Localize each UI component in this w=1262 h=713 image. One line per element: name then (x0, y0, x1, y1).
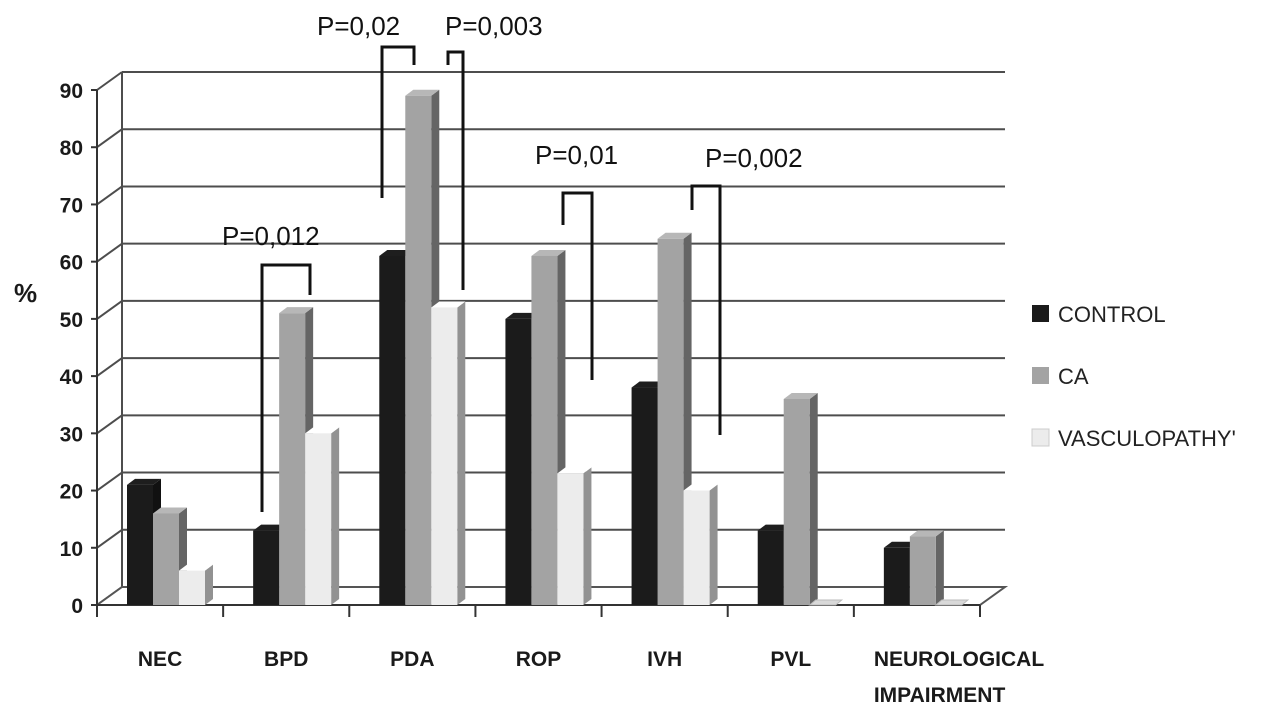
y-tick-label: 10 (60, 538, 83, 561)
y-tick-label: 60 (60, 252, 83, 275)
legend-swatch (1032, 305, 1049, 322)
side-wall-line (96, 471, 123, 492)
bar (683, 484, 718, 605)
legend-swatch (1032, 367, 1049, 384)
x-tick-label: ROP (516, 648, 562, 671)
p-value-bracket (380, 45, 416, 198)
bar (557, 467, 592, 605)
bar (909, 530, 944, 605)
legend-label: CA (1058, 364, 1089, 389)
legend-swatch (1031, 428, 1050, 447)
y-tick-label: 20 (60, 481, 83, 504)
y-tick-label: 80 (60, 137, 83, 160)
x-tick-label: BPD (264, 648, 308, 671)
p-value-bracket (690, 184, 722, 435)
y-tick-label: 0 (71, 595, 83, 618)
bar (531, 249, 566, 605)
p-value-annotations: P=0,012 P=0,02 P=0,003 P=0,01 P=0,002 (222, 11, 803, 512)
p-value-label: P=0,01 (535, 140, 618, 170)
side-wall-line (96, 357, 123, 377)
p-value-label: P=0,003 (445, 11, 543, 41)
legend: CONTROL CA VASCULOPATHY' (1031, 302, 1236, 451)
side-wall-line (96, 300, 123, 320)
p-value-label: P=0,02 (317, 11, 400, 41)
bar (934, 599, 970, 606)
side-wall-line (96, 128, 123, 149)
x-tick-label: NEUROLOGICAL IMPAIRMENT (874, 648, 1045, 707)
legend-label: CONTROL (1058, 302, 1166, 327)
bar (657, 232, 692, 605)
bar (179, 564, 213, 605)
p-value-label: P=0,012 (222, 221, 320, 251)
x-tick-label: IVH (647, 648, 682, 671)
bar (305, 427, 340, 605)
side-wall-line (96, 71, 123, 91)
legend-label: VASCULOPATHY' (1058, 426, 1236, 451)
y-axis-label: % (14, 278, 37, 308)
y-tick-label: 30 (60, 423, 83, 446)
side-wall-line (96, 528, 123, 549)
y-tick-label: 90 (60, 80, 83, 103)
y-tick-label: 50 (60, 309, 83, 332)
y-tick-label: 70 (60, 194, 83, 217)
y-tick-label: 40 (60, 366, 83, 389)
side-wall-line (96, 414, 123, 435)
bar (431, 301, 466, 605)
p-value-bracket (446, 50, 465, 290)
p-value-label: P=0,002 (705, 143, 803, 173)
x-tick-label: PVL (770, 648, 811, 671)
side-wall-line (96, 185, 123, 206)
p-value-bracket (561, 191, 594, 380)
p-value-bracket (260, 263, 312, 512)
bar (808, 599, 844, 606)
x-tick-label: NEC (138, 648, 182, 671)
x-tick-label: PDA (390, 648, 434, 671)
bars (127, 89, 970, 606)
bar (783, 393, 818, 605)
side-wall-line (96, 242, 123, 263)
